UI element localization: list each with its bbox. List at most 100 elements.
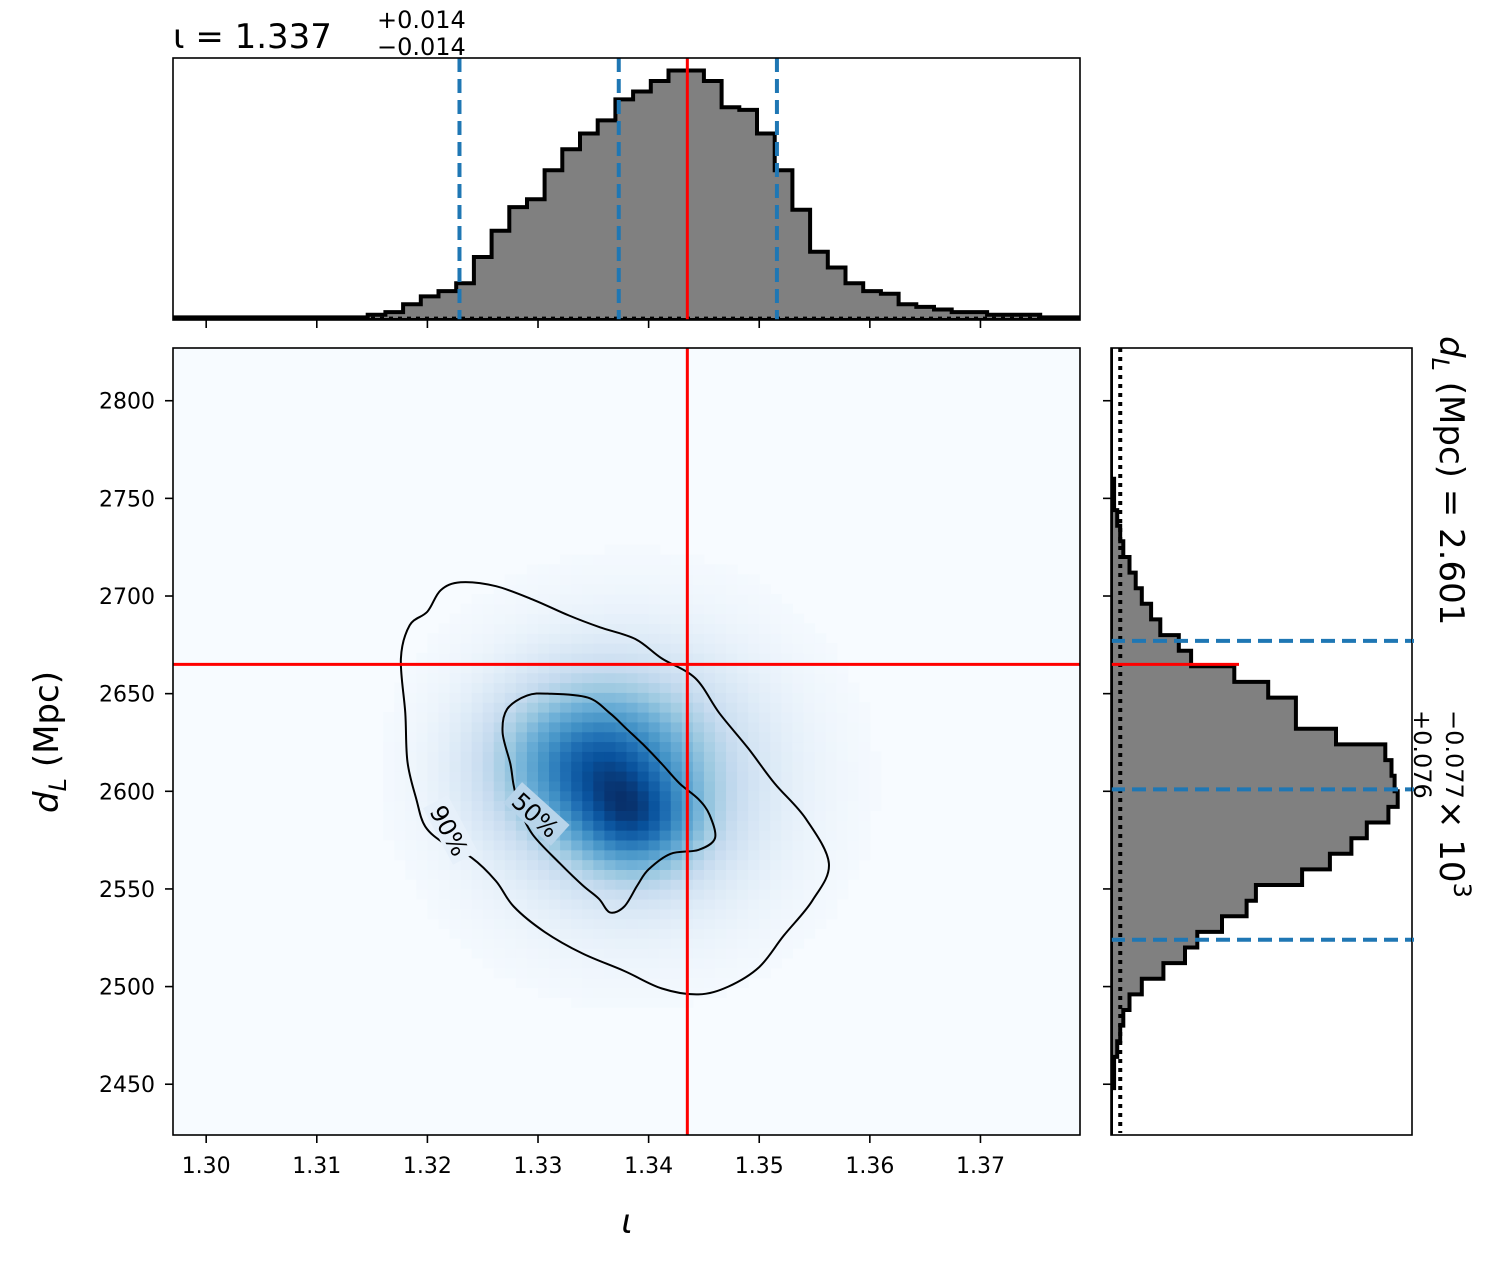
heatmap-cell — [726, 662, 738, 674]
heatmap-cell — [803, 849, 816, 861]
heatmap-cell — [383, 820, 395, 831]
heatmap-cell — [549, 761, 561, 772]
heatmap-cell — [748, 672, 760, 684]
heatmap-cell — [626, 623, 639, 634]
heatmap-cell — [670, 692, 683, 703]
heatmap-cell — [748, 918, 760, 930]
heatmap-cell — [582, 761, 594, 772]
heatmap-cell — [670, 623, 683, 634]
heatmap-cell — [460, 702, 473, 713]
heatmap-cell — [582, 603, 594, 615]
heatmap-cell — [748, 702, 760, 713]
heatmap-cell — [825, 908, 838, 920]
heatmap-cell — [504, 938, 517, 949]
heatmap-cell — [770, 771, 782, 782]
y-axis-title: dL (Mpc) — [27, 671, 72, 813]
heatmap-cell — [538, 584, 550, 595]
joint-density-frame — [172, 347, 1081, 1136]
heatmap-cell — [737, 643, 749, 654]
heatmap-cell — [781, 839, 794, 851]
heatmap-cell — [493, 584, 506, 595]
heatmap-cell — [538, 859, 550, 870]
heatmap-cell — [471, 849, 484, 861]
heatmap-cell — [748, 948, 760, 959]
heatmap-cell — [604, 839, 617, 851]
heatmap-cell — [515, 652, 528, 664]
heatmap-cell — [737, 603, 749, 615]
heatmap-cell — [703, 928, 716, 939]
heatmap-cell — [703, 879, 716, 890]
heatmap-cell — [438, 751, 451, 762]
x-tick-label: 1.35 — [735, 1154, 784, 1179]
heatmap-cell — [648, 721, 661, 733]
heatmap-cell — [471, 938, 484, 949]
heatmap-cell — [737, 948, 749, 959]
heatmap-cell — [593, 889, 605, 900]
heatmap-cell — [526, 780, 539, 792]
heatmap-cell — [714, 800, 727, 811]
heatmap-cell — [770, 643, 782, 654]
heatmap-cell — [781, 702, 794, 713]
heatmap-cell — [692, 751, 705, 762]
heatmap-cell — [449, 859, 462, 870]
heatmap-cell — [538, 928, 550, 939]
heatmap-cell — [703, 918, 716, 930]
heatmap-cell — [405, 820, 417, 831]
heatmap-cell — [593, 652, 605, 664]
heatmap-cell — [493, 623, 506, 634]
heatmap-cell — [449, 702, 462, 713]
heatmap-cell — [538, 918, 550, 930]
heatmap-cell — [394, 751, 406, 762]
heatmap-cell — [504, 967, 517, 979]
heatmap-cell — [659, 898, 672, 910]
heatmap-cell — [692, 869, 705, 880]
heatmap-cell — [526, 751, 539, 762]
heatmap-cell — [759, 682, 771, 693]
contour-label-50-bg — [503, 782, 570, 846]
heatmap-cell — [615, 564, 628, 575]
heatmap-cell — [626, 869, 639, 880]
heatmap-cell — [493, 810, 506, 821]
heatmap-cell — [637, 633, 650, 644]
heatmap-cell — [770, 810, 782, 821]
heatmap-cell — [737, 731, 749, 743]
heatmap-cell — [460, 859, 473, 870]
heatmap-cell — [394, 692, 406, 703]
heatmap-cell — [714, 889, 727, 900]
heatmap-cell — [825, 711, 838, 723]
heatmap-cell — [692, 652, 705, 664]
heatmap-cell — [604, 623, 617, 634]
heatmap-cell — [582, 702, 594, 713]
heatmap-cell — [814, 721, 827, 733]
heatmap-cell — [549, 692, 561, 703]
heatmap-cell — [405, 859, 417, 870]
heatmap-cell — [394, 790, 406, 802]
heatmap-cell — [770, 889, 782, 900]
heatmap-cell — [571, 839, 583, 851]
heatmap-cell — [449, 771, 462, 782]
heatmap-cell — [714, 928, 727, 939]
heatmap-cell — [571, 987, 583, 998]
heatmap-cell — [670, 682, 683, 693]
heatmap-cell — [549, 849, 561, 861]
heatmap-cell — [515, 761, 528, 772]
heatmap-cell — [449, 672, 462, 684]
heatmap-cell — [726, 780, 738, 792]
heatmap-cell — [637, 652, 650, 664]
heatmap-cell — [626, 839, 639, 851]
heatmap-cell — [482, 721, 495, 733]
heatmap-cell — [405, 731, 417, 743]
heatmap-cell — [593, 603, 605, 615]
heatmap-cell — [726, 938, 738, 949]
heatmap-cell — [781, 948, 794, 959]
heatmap-cell — [670, 751, 683, 762]
heatmap-cell — [825, 771, 838, 782]
heatmap-cell — [659, 682, 672, 693]
heatmap-cell — [549, 652, 561, 664]
heatmap-cell — [748, 830, 760, 841]
heatmap-cell — [737, 662, 749, 674]
heatmap-cell — [648, 908, 661, 920]
heatmap-cell — [847, 761, 860, 772]
heatmap-cell — [726, 771, 738, 782]
heatmap-cell — [836, 692, 849, 703]
